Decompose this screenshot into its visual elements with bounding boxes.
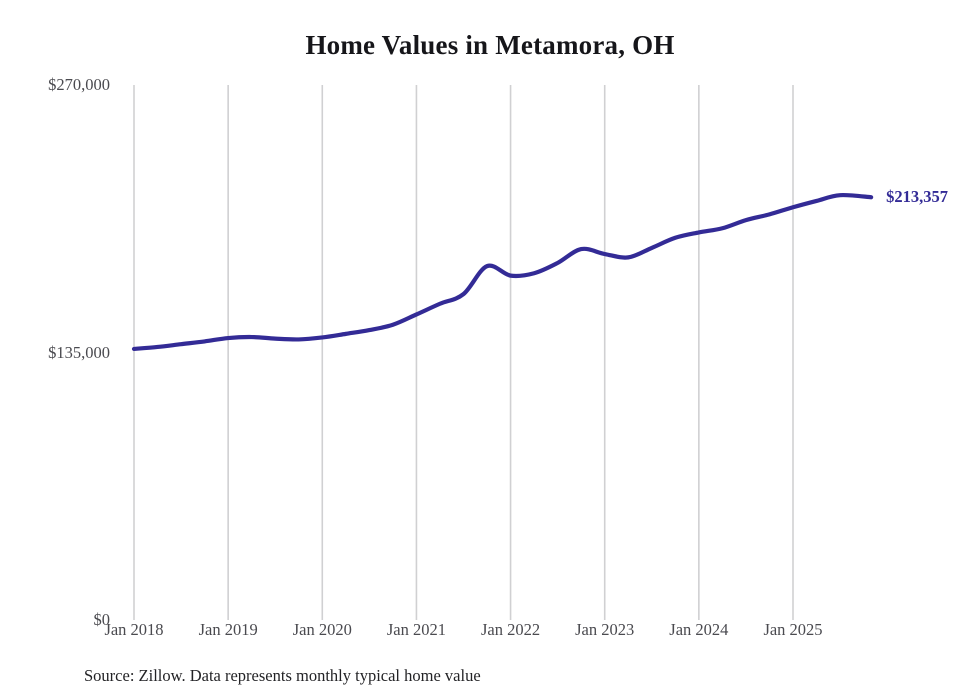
x-tick-label-0: Jan 2018 [104, 620, 164, 639]
y-tick-label-2: $270,000 [48, 75, 110, 94]
x-tick-label-4: Jan 2022 [481, 620, 541, 639]
end-value-label: $213,357 [886, 187, 948, 207]
x-tick-label-5: Jan 2023 [575, 620, 635, 639]
gridlines-group [133, 85, 794, 620]
x-tick-label-1: Jan 2019 [198, 620, 258, 639]
x-tick-label-6: Jan 2024 [669, 620, 729, 639]
series-group [131, 192, 874, 352]
y-tick-label-0: $0 [93, 610, 111, 629]
x-tick-label-2: Jan 2020 [292, 620, 352, 639]
x-tick-label-3: Jan 2021 [386, 620, 446, 639]
source-note: Source: Zillow. Data represents monthly … [84, 666, 481, 685]
y-tick-label-1: $135,000 [48, 342, 110, 362]
x-tick-label-7: Jan 2025 [763, 620, 823, 639]
chart-title: Home Values in Metamora, OH [305, 30, 675, 60]
series-line-0 [131, 192, 874, 352]
